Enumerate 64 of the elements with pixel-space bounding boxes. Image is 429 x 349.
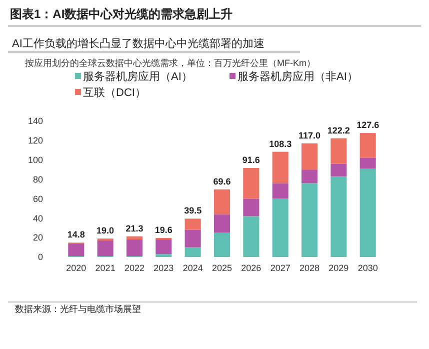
y-tick-label: 20	[32, 232, 43, 243]
x-tick-label: 2028	[299, 263, 320, 273]
bar	[214, 232, 230, 257]
bar	[301, 183, 318, 257]
legend-label: 服务器机房应用（非AI）	[238, 70, 358, 83]
total-label: 69.6	[213, 176, 231, 186]
bar	[126, 236, 143, 240]
y-tick-label: 120	[28, 136, 43, 146]
bar	[184, 230, 201, 248]
chart-title: 图表1：AI数据中心对光缆的需求急剧上升	[10, 7, 233, 21]
bar	[330, 164, 347, 176]
bar	[184, 247, 201, 257]
legend-label: 互联（DCI）	[83, 87, 146, 99]
total-label: 108.3	[269, 138, 292, 149]
x-tick-label: 2022	[124, 263, 145, 273]
bar	[272, 183, 288, 199]
y-tick-label: 40	[32, 213, 43, 224]
x-tick-label: 2024	[182, 263, 203, 273]
x-tick-label: 2029	[328, 263, 349, 273]
x-tick-label: 2021	[95, 263, 116, 273]
x-tick-label: 2020	[66, 263, 86, 273]
total-label: 19.6	[154, 224, 172, 235]
chart-subtitle: AI工作负载的增长凸显了数据中心中光缆部署的加速	[12, 37, 264, 50]
text: 按应用划分的全球云数据中心光缆需求，单位：百万光纤公里（MF-Km）	[25, 58, 316, 68]
bar	[360, 168, 376, 257]
bar	[360, 158, 376, 169]
y-tick-label: 140	[28, 116, 43, 126]
bar	[214, 214, 230, 233]
bar	[272, 152, 288, 184]
y-tick-label: 60	[32, 194, 43, 204]
bar	[184, 218, 201, 230]
bar	[301, 143, 318, 170]
y-tick-label: 0	[38, 252, 43, 262]
bar	[126, 240, 143, 256]
bar	[360, 133, 376, 158]
legend-label: 服务器机房应用（AI）	[83, 70, 192, 83]
total-label: 91.6	[242, 155, 260, 166]
source-note: 数据来源：光纤与电缆市场展望	[15, 304, 141, 314]
total-label: 127.6	[356, 120, 380, 130]
x-tick-label: 2030	[358, 263, 378, 273]
x-tick-label: 2027	[270, 263, 290, 273]
bar	[330, 176, 347, 257]
bar	[243, 168, 260, 199]
total-label: 21.3	[126, 223, 144, 234]
bar	[272, 198, 288, 257]
bar	[330, 138, 347, 164]
y-tick-label: 100	[28, 155, 43, 166]
bar	[156, 254, 172, 257]
total-label: 117.0	[298, 130, 321, 140]
bar	[214, 189, 230, 214]
bar	[301, 170, 318, 184]
bar	[68, 243, 84, 256]
bar	[243, 198, 260, 216]
total-label: 19.0	[96, 226, 114, 236]
x-tick-label: 2025	[212, 263, 232, 273]
total-label: 14.8	[67, 230, 85, 240]
x-tick-label: 2026	[241, 263, 262, 273]
total-label: 39.5	[184, 206, 202, 216]
y-tick-label: 80	[32, 174, 43, 184]
x-tick-label: 2023	[154, 263, 174, 273]
total-label: 122.2	[327, 125, 350, 136]
bar	[97, 240, 114, 256]
bar	[243, 216, 260, 257]
bar	[156, 240, 172, 254]
